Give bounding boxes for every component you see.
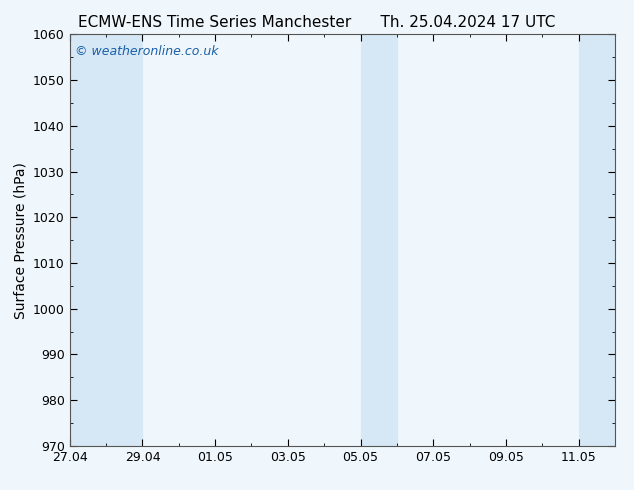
Bar (361, 34, 397, 446)
Text: © weatheronline.co.uk: © weatheronline.co.uk (75, 45, 219, 58)
Y-axis label: Surface Pressure (hPa): Surface Pressure (hPa) (13, 162, 27, 318)
Bar (579, 34, 615, 446)
Text: ECMW-ENS Time Series Manchester      Th. 25.04.2024 17 UTC: ECMW-ENS Time Series Manchester Th. 25.0… (79, 15, 555, 30)
Bar (70, 34, 143, 446)
